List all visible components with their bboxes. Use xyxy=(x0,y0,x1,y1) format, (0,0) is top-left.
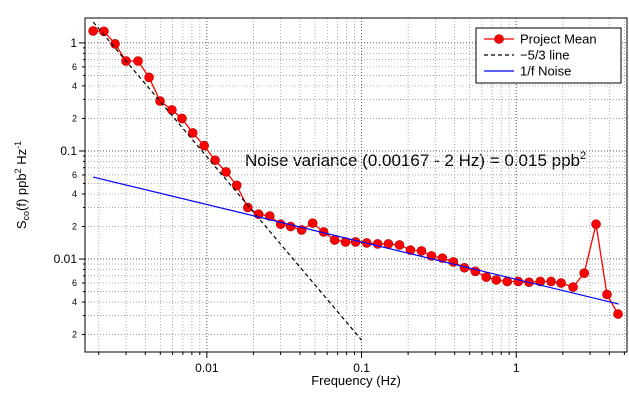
data-point xyxy=(177,113,187,124)
data-point xyxy=(144,72,154,83)
data-point xyxy=(167,105,177,115)
y-tick-label: 2 xyxy=(72,330,77,340)
y-tick-label: 4 xyxy=(72,189,77,199)
legend-label: Project Mean xyxy=(520,32,597,47)
y-tick-label: 6 xyxy=(72,170,77,180)
data-point xyxy=(546,276,556,287)
data-point xyxy=(243,202,253,213)
data-point xyxy=(210,155,220,166)
y-tick-label: 4 xyxy=(72,297,77,307)
data-point xyxy=(394,240,405,250)
data-point xyxy=(613,309,623,319)
y-label-part: co xyxy=(21,211,31,221)
data-point xyxy=(99,26,109,37)
y-label-part: -1 xyxy=(13,141,23,149)
data-point xyxy=(568,282,578,292)
y-tick-label: 1 xyxy=(70,36,77,50)
y-tick-label: 0.1 xyxy=(60,144,77,158)
x-tick-label: 1 xyxy=(513,361,520,375)
data-point xyxy=(264,211,275,221)
data-point xyxy=(231,180,242,191)
data-point xyxy=(88,26,98,36)
legend-label: −5/3 line xyxy=(520,48,570,63)
data-point xyxy=(350,237,361,247)
y-label-part: 2 xyxy=(13,168,23,173)
data-point xyxy=(133,56,143,66)
data-point xyxy=(221,167,231,177)
data-point xyxy=(602,289,612,300)
series-line xyxy=(93,176,619,305)
data-point xyxy=(535,276,546,287)
y-axis-label: Sco(f) ppb2 Hz-1 xyxy=(13,141,31,229)
y-tick-label: 4 xyxy=(72,81,77,91)
data-point xyxy=(329,235,340,245)
y-tick-label: 6 xyxy=(72,278,77,288)
x-tick-label: 0.1 xyxy=(353,361,370,375)
data-point xyxy=(579,268,590,278)
legend-label: 1/f Noise xyxy=(520,64,571,79)
data-point xyxy=(187,128,198,138)
y-tick-label: 2 xyxy=(72,222,77,232)
series-line xyxy=(92,21,363,341)
data-point xyxy=(491,275,502,285)
annotation: Noise variance (0.00167 - 2 Hz) = 0.015 … xyxy=(245,150,586,170)
annotation-text: Noise variance (0.00167 - 2 Hz) = 0.015 … xyxy=(245,151,580,170)
data-point xyxy=(307,218,318,228)
y-label-part: Hz xyxy=(14,149,29,169)
data-point xyxy=(513,276,524,287)
x-tick-label: 0.01 xyxy=(195,361,219,375)
x-axis-label: Frequency (Hz) xyxy=(311,373,401,388)
y-tick-label: 2 xyxy=(72,113,77,123)
data-point xyxy=(481,272,492,282)
data-point xyxy=(285,221,296,232)
data-point xyxy=(556,278,566,288)
legend-marker xyxy=(494,34,504,44)
data-point xyxy=(405,245,416,255)
y-label-part: (f) ppb xyxy=(14,173,29,211)
y-tick-label: 6 xyxy=(72,62,77,72)
y-label-part: S xyxy=(14,220,29,229)
plot-frame xyxy=(84,17,628,353)
data-point xyxy=(591,219,601,230)
data-point xyxy=(416,246,427,256)
data-point xyxy=(199,140,209,151)
y-tick-label: 0.01 xyxy=(54,252,78,266)
